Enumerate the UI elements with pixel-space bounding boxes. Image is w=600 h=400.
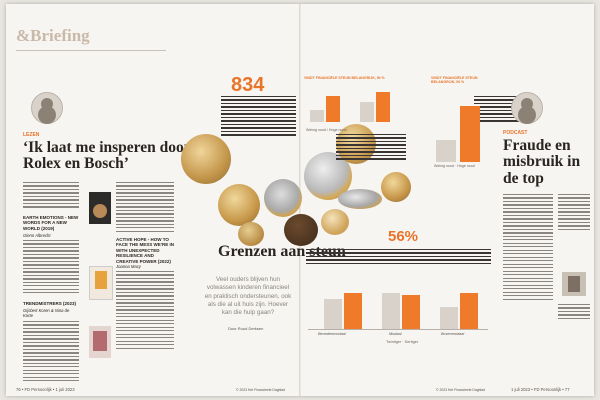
right-col2-text [558,194,590,232]
right-label: PODCAST [503,130,528,136]
book-cover-active-hope [89,266,113,300]
book-3-text [23,321,79,384]
avatar [511,92,543,124]
book-3-author: Gijsbert Koren & Nina de Korte [23,308,70,318]
heading-rule [16,50,166,51]
book-1-author: Glenn Albrecht [23,233,51,238]
chart3 [308,274,488,329]
copyright-right: © 2023 Het Financieele Dagblad [436,388,486,392]
section-heading: &Briefing [16,26,90,46]
left-footer: 76 • FD Persoonlijk • 1 juli 2023 [16,387,75,392]
section-label: LEZEN [23,132,40,138]
right-title: Fraude en misbruik in de top [503,137,581,187]
page-title: ‘Ik laat me insperen door Rolex en Bosch… [23,139,191,173]
book-2-text [116,271,174,351]
chart1 [306,88,406,122]
podcast-cover [562,272,586,296]
book-3-title: TRENDMISTRERS (2023) [23,301,77,306]
section-amp: & [16,26,31,45]
chart1-legend: Weinig nood / Hoge nood [306,128,347,132]
chart2-note [474,96,519,124]
percentage: 56% [388,228,419,245]
copyright-left: © 2023 Het Financieele Dagblad [236,388,286,392]
center-title: Grenzen aan steun [218,243,346,260]
book-cover-trendmisters [89,326,111,358]
right-col1-text [503,194,553,302]
section-name: Briefing [30,26,90,45]
book-1-title: EARTH EMOTIONS - NEW WORDS FOR A NEW WOR… [23,215,79,231]
col2-text [116,182,174,234]
intro-text [23,182,79,210]
byline: Door Ruud Derksen [228,326,264,331]
chart3-legend: Twintiger · Dertiger [386,340,419,344]
chart3-axis [308,329,488,330]
pct-text [306,249,491,266]
book-1-text [23,240,79,296]
chart2 [434,100,484,162]
center-intro-text [221,96,296,138]
center-subtitle: Veel ouders blijven hun volwassen kinder… [204,276,292,317]
chart1-title: VINDT FINANCIËLE STEUN BELANGRIJK, IN % [304,76,385,80]
magazine-spread: &Briefing LEZEN ‘Ik laat me insperen doo… [6,4,594,396]
chart3-cat-1: Benedenmodaal [318,332,346,336]
chart1-note [336,134,406,162]
book-2-author: Joanna Macy [116,264,141,269]
chart3-cat-2: Modaal [389,332,402,336]
avatar [31,92,63,124]
chart2-legend: Weinig nood · Hoge nood [434,164,475,168]
right-col2-caption [558,304,590,321]
right-footer: 1 juli 2023 • FD Persoonlijk • 77 [511,387,570,392]
chart2-title: VINDT FINANCIËLE STEUN BELANGRIJK, IN % [431,76,478,84]
book-cover-earth-emotions [89,192,111,224]
big-number: 834 [231,74,265,96]
book-2-title: ACTIVE HOPE - HOW TO FACE THE MESS WE’RE… [116,237,175,264]
chart3-cat-3: Bovenmodaal [441,332,465,336]
